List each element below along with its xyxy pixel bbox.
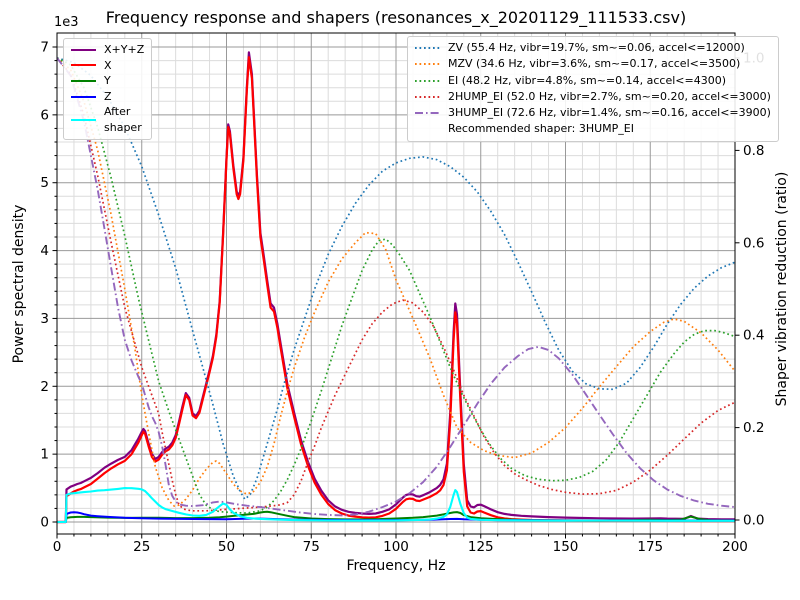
legend-entry-y: Y bbox=[70, 73, 144, 89]
legend-label: 2HUMP_EI (52.0 Hz, vibr=2.7%, sm~=0.20, … bbox=[448, 89, 771, 103]
y-left-tick-label: 4 bbox=[40, 243, 49, 259]
legend-entry-ei: EI (48.2 Hz, vibr=4.8%, sm~=0.14, accel<… bbox=[414, 73, 771, 89]
curve-psd-x bbox=[57, 56, 735, 524]
legend-line-sample bbox=[71, 79, 96, 82]
x-tick-label: 75 bbox=[303, 539, 320, 555]
tick-labels: 0 25 50 75 100 125 150 175 200 0 1 2 3 4 5 6 7 0.0 0.2 0.4 0… bbox=[40, 40, 764, 556]
y-right-tick-label: 0.4 bbox=[743, 328, 764, 344]
y-axis-label-left: Power spectral density bbox=[11, 204, 27, 364]
x-tick-label: 100 bbox=[383, 539, 409, 555]
curve-shaper-zv bbox=[57, 57, 735, 501]
y-right-tick-label: 0.8 bbox=[743, 143, 764, 159]
legend-line-sample bbox=[415, 79, 440, 82]
legend-line-sample bbox=[415, 47, 440, 50]
x-tick-label: 150 bbox=[553, 539, 579, 555]
legend-line-sample bbox=[71, 48, 96, 51]
legend-entry-x+y+z: X+Y+Z bbox=[70, 42, 144, 58]
legend-entry-z: Z bbox=[70, 89, 144, 105]
ticks bbox=[52, 46, 740, 539]
y-axis-label-right: Shaper vibration reduction (ratio) bbox=[774, 171, 790, 407]
legend-label: EI (48.2 Hz, vibr=4.8%, sm~=0.14, accel<… bbox=[448, 73, 726, 87]
legend-label: Z bbox=[104, 89, 112, 103]
legend-label: X+Y+Z bbox=[104, 43, 145, 56]
legend-entry-2hump_ei: 2HUMP_EI (52.0 Hz, vibr=2.7%, sm~=0.20, … bbox=[414, 89, 771, 105]
y-left-tick-label: 1 bbox=[40, 447, 49, 463]
legend-line-sample bbox=[415, 112, 440, 115]
curve-shaper-2hump-ei bbox=[57, 57, 735, 512]
x-tick-label: 50 bbox=[218, 539, 235, 555]
legend-line-sample bbox=[71, 64, 96, 67]
y-left-tick-label: 2 bbox=[40, 379, 49, 395]
legend-label: Recommended shaper: 3HUMP_EI bbox=[448, 122, 634, 136]
legend-line-sample bbox=[71, 95, 96, 98]
legend-psd-curves: X+Y+Z X Y Z After shaper bbox=[63, 38, 153, 140]
x-tick-label: 200 bbox=[722, 539, 748, 555]
legend-recommended-shaper: Recommended shaper: 3HUMP_EI bbox=[414, 121, 771, 137]
y-right-tick-label: 0.2 bbox=[743, 420, 764, 436]
x-axis-label: Frequency, Hz bbox=[346, 558, 446, 574]
legend-entry-3hump_ei: 3HUMP_EI (72.6 Hz, vibr=1.4%, sm~=0.16, … bbox=[414, 105, 771, 121]
legend-label: Y bbox=[104, 74, 111, 88]
curves bbox=[57, 51, 735, 524]
y-left-tick-label: 3 bbox=[40, 311, 49, 327]
y-left-tick-label: 7 bbox=[40, 40, 49, 56]
curve-shaper-ei bbox=[57, 57, 735, 514]
legend-entry-x: X bbox=[70, 58, 144, 74]
legend-entry-zv: ZV (55.4 Hz, vibr=19.7%, sm~=0.06, accel… bbox=[414, 40, 771, 56]
x-tick-label: 175 bbox=[637, 539, 663, 555]
legend-line-sample bbox=[415, 96, 440, 99]
y-right-tick-label: 0.0 bbox=[743, 513, 764, 529]
legend-entry-after: After shaper bbox=[70, 104, 144, 135]
legend-label: 3HUMP_EI (72.6 Hz, vibr=1.4%, sm~=0.16, … bbox=[448, 106, 771, 120]
x-tick-label: 0 bbox=[53, 539, 62, 555]
curve-psd-after-shaper bbox=[57, 487, 735, 524]
curve-shaper-3hump-ei bbox=[57, 57, 735, 517]
x-tick-label: 125 bbox=[468, 539, 494, 555]
legend-line-sample bbox=[415, 63, 440, 66]
x-tick-label: 25 bbox=[133, 539, 150, 555]
legend-shaper-curves: ZV (55.4 Hz, vibr=19.7%, sm~=0.06, accel… bbox=[407, 36, 779, 142]
legend-entry-mzv: MZV (34.6 Hz, vibr=3.6%, sm~=0.17, accel… bbox=[414, 56, 771, 72]
axis-offset-text: 1e3 bbox=[54, 15, 79, 30]
y-left-tick-label: 6 bbox=[40, 107, 49, 123]
y-left-tick-label: 0 bbox=[40, 515, 49, 531]
chart-title: Frequency response and shapers (resonanc… bbox=[105, 8, 687, 27]
legend-label: X bbox=[104, 58, 112, 72]
legend-label: MZV (34.6 Hz, vibr=3.6%, sm~=0.17, accel… bbox=[448, 57, 741, 71]
y-right-tick-label: 0.6 bbox=[743, 235, 764, 251]
legend-label: ZV (55.4 Hz, vibr=19.7%, sm~=0.06, accel… bbox=[448, 41, 745, 54]
y-left-tick-label: 5 bbox=[40, 175, 49, 191]
legend-label: After shaper bbox=[104, 105, 142, 134]
legend-line-sample bbox=[71, 118, 96, 121]
